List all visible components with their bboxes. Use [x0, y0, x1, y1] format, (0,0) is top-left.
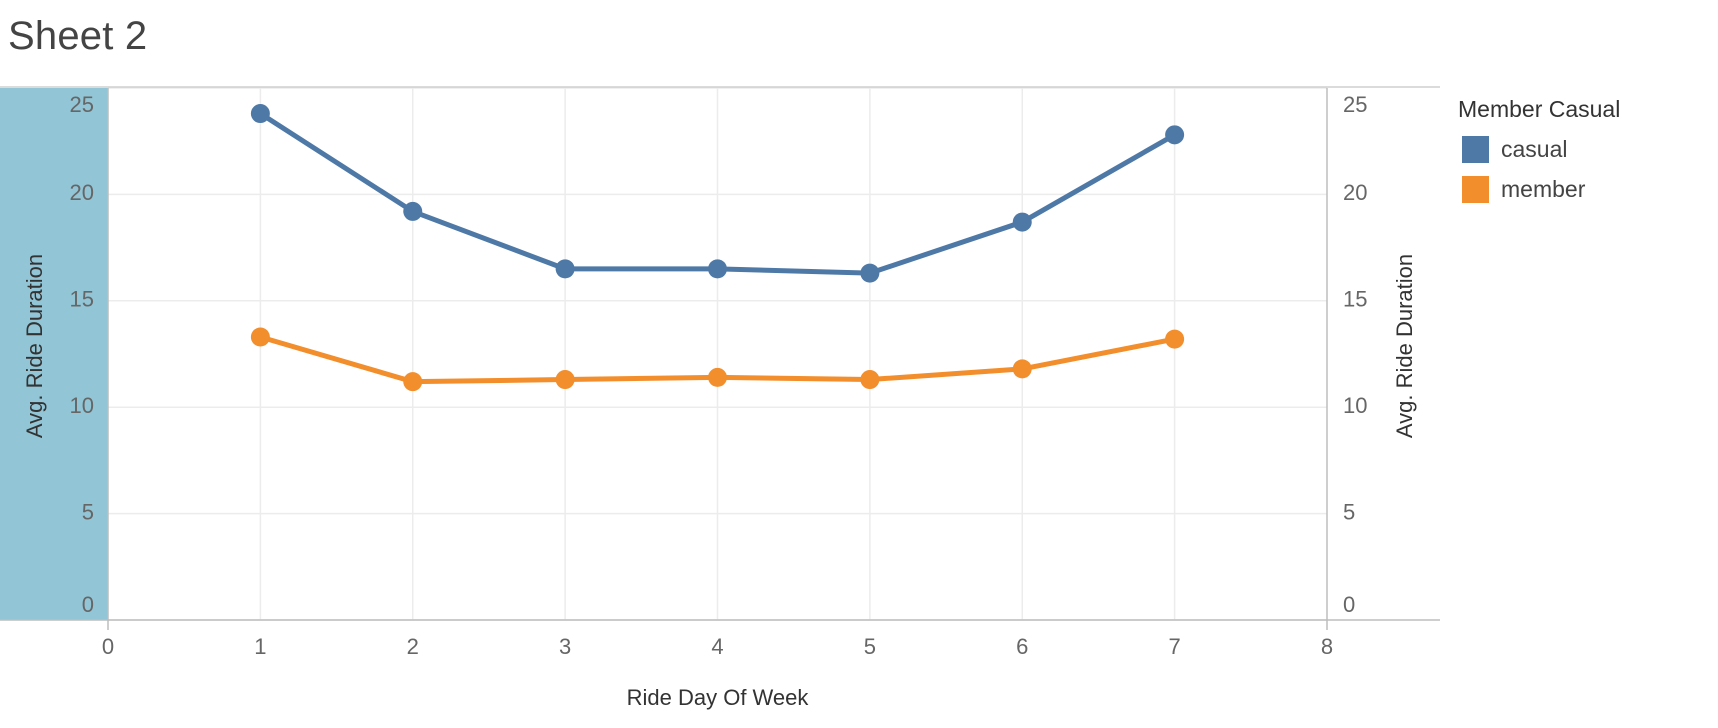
axis-highlight-band: [0, 88, 108, 620]
y-tick-label-right: 10: [1343, 393, 1367, 418]
y-tick-label: 5: [82, 499, 94, 524]
x-tick-label: 6: [1016, 634, 1028, 659]
data-point-casual: [708, 259, 727, 279]
y-tick-label: 25: [70, 92, 94, 117]
x-tick-label: 0: [102, 634, 114, 659]
data-point-casual: [1165, 125, 1185, 145]
legend-item-member[interactable]: member: [1458, 169, 1620, 209]
legend-title: Member Casual: [1458, 96, 1621, 122]
y-tick-label: 10: [70, 393, 94, 418]
y-tick-label-right: 20: [1343, 180, 1367, 205]
data-point-casual: [1012, 212, 1032, 232]
legend-label-casual: casual: [1501, 135, 1568, 162]
y-tick-label: 15: [70, 287, 94, 312]
x-tick-label: 3: [559, 634, 571, 659]
data-point-member: [708, 367, 727, 387]
y-tick-label-right: 5: [1343, 499, 1355, 524]
x-tick-label: 2: [407, 634, 419, 659]
data-point-casual: [250, 104, 270, 124]
y-axis-title-right: Avg. Ride Duration: [1392, 254, 1417, 438]
data-point-casual: [403, 201, 423, 221]
data-point-member: [1165, 329, 1185, 349]
data-point-member: [403, 372, 423, 392]
data-point-member: [250, 327, 270, 347]
x-tick-label: 1: [254, 634, 266, 659]
y-tick-label-right: 25: [1343, 92, 1367, 117]
y-tick-label-right: 0: [1343, 592, 1355, 617]
x-axis-title: Ride Day Of Week: [627, 685, 810, 710]
sheet-title: Sheet 2: [8, 14, 148, 58]
data-point-member: [860, 370, 880, 390]
x-tick-label: 8: [1321, 634, 1333, 659]
legend: Member Casual casual member: [1458, 96, 1620, 209]
y-tick-label-right: 15: [1343, 287, 1367, 312]
legend-swatch-member: [1462, 175, 1489, 203]
y-axis-title: Avg. Ride Duration: [22, 254, 47, 438]
x-tick-label: 4: [711, 634, 723, 659]
legend-swatch-casual: [1462, 135, 1489, 163]
data-point-member: [555, 370, 575, 390]
data-point-member: [1012, 359, 1032, 379]
y-tick-label: 0: [82, 592, 94, 617]
x-tick-label: 5: [864, 634, 876, 659]
legend-label-member: member: [1501, 175, 1586, 202]
data-point-casual: [555, 259, 575, 279]
x-tick-label: 7: [1169, 634, 1181, 659]
data-point-casual: [860, 263, 880, 283]
legend-item-casual[interactable]: casual: [1458, 129, 1620, 169]
y-tick-label: 20: [70, 180, 94, 205]
